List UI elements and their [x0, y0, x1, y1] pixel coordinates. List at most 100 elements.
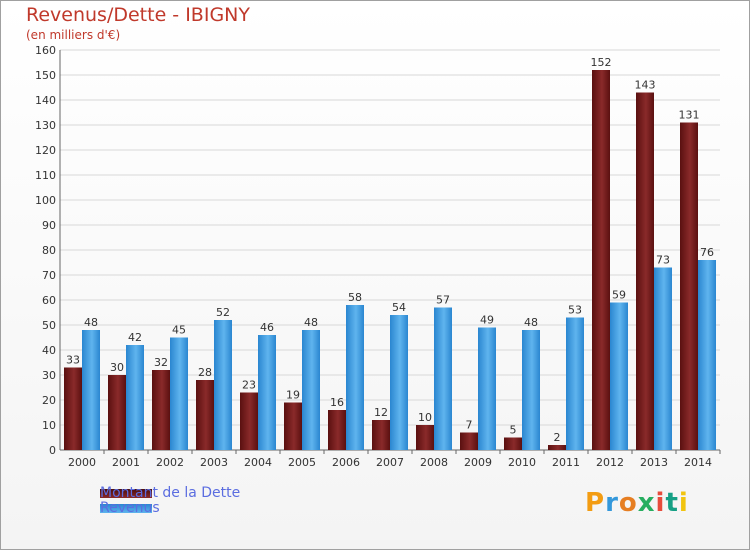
x-tick-label: 2007	[376, 456, 404, 469]
legend-label-revenus: Revenus	[100, 500, 160, 516]
data-label: 48	[84, 316, 98, 329]
x-tick-label: 2005	[288, 456, 316, 469]
bar-dette	[504, 437, 522, 450]
bar-revenus	[566, 317, 584, 450]
x-tick-label: 2010	[508, 456, 536, 469]
x-tick-label: 2008	[420, 456, 448, 469]
data-label: 19	[286, 389, 300, 402]
data-label: 49	[480, 314, 494, 327]
data-label: 28	[198, 366, 212, 379]
logo-letter: i	[655, 488, 666, 518]
x-tick-label: 2012	[596, 456, 624, 469]
bar-dette	[372, 420, 390, 450]
y-tick-label: 140	[35, 94, 56, 107]
bar-dette	[284, 402, 302, 450]
x-tick-label: 2003	[200, 456, 228, 469]
data-label: 48	[524, 316, 538, 329]
data-label: 12	[374, 406, 388, 419]
bar-revenus	[478, 327, 496, 450]
y-tick-label: 50	[42, 319, 56, 332]
chart-title: Revenus/Dette - IBIGNY	[26, 4, 250, 26]
data-label: 73	[656, 254, 670, 267]
bar-dette	[636, 92, 654, 450]
legend-label-dette: Montant de la Dette	[100, 485, 241, 501]
data-label: 53	[568, 304, 582, 317]
proxiti-logo: Proxiti	[585, 488, 689, 518]
data-label: 52	[216, 306, 230, 319]
data-label: 33	[66, 354, 80, 367]
y-tick-label: 30	[42, 369, 56, 382]
y-tick-label: 120	[35, 144, 56, 157]
axis-layer: 0 10 20 30 40 50 60 70 80 90 100 110 120 130 140 150 160…	[35, 44, 721, 469]
data-label: 23	[242, 379, 256, 392]
y-tick-label: 150	[35, 69, 56, 82]
logo-letter: P	[585, 488, 606, 518]
data-label: 10	[418, 411, 432, 424]
legend-swatch-revenus	[100, 504, 152, 513]
bar-revenus	[610, 302, 628, 450]
y-tick-label: 60	[42, 294, 56, 307]
bar-revenus	[698, 260, 716, 450]
data-label: 46	[260, 321, 274, 334]
y-tick-label: 80	[42, 244, 56, 257]
y-tick-label: 90	[42, 219, 56, 232]
x-tick-label: 2001	[112, 456, 140, 469]
bar-revenus	[82, 330, 100, 450]
x-tick-label: 2000	[68, 456, 96, 469]
data-label: 45	[172, 324, 186, 337]
x-tick-label: 2009	[464, 456, 492, 469]
data-label: 5	[510, 424, 517, 437]
data-label: 59	[612, 289, 626, 302]
data-label: 57	[436, 294, 450, 307]
y-tick-label: 20	[42, 394, 56, 407]
bar-dette	[460, 432, 478, 450]
chart-subtitle: (en milliers d'€)	[26, 28, 121, 42]
bar-dette	[64, 367, 82, 450]
logo-letter: t	[665, 488, 679, 518]
logo-letter: o	[618, 488, 638, 518]
bar-dette	[680, 122, 698, 450]
bar-revenus	[170, 337, 188, 450]
bar-dette	[108, 375, 126, 450]
bar-revenus	[346, 305, 364, 450]
data-label: 152	[591, 56, 612, 69]
y-tick-label: 10	[42, 419, 56, 432]
data-label: 2	[554, 431, 561, 444]
y-tick-label: 100	[35, 194, 56, 207]
data-label: 30	[110, 361, 124, 374]
logo-letter: r	[605, 488, 619, 518]
x-tick-label: 2014	[684, 456, 712, 469]
y-tick-label: 70	[42, 269, 56, 282]
y-tick-label: 160	[35, 44, 56, 57]
legend-swatch-dette	[100, 489, 152, 498]
x-tick-label: 2013	[640, 456, 668, 469]
bar-dette	[592, 70, 610, 450]
bar-revenus	[522, 330, 540, 450]
data-label: 32	[154, 356, 168, 369]
x-tick-label: 2004	[244, 456, 272, 469]
bar-layer	[64, 70, 716, 450]
x-tick-label: 2006	[332, 456, 360, 469]
bar-dette	[548, 445, 566, 450]
bar-revenus	[302, 330, 320, 450]
y-tick-label: 0	[49, 444, 56, 457]
data-label: 143	[635, 79, 656, 92]
label-layer: 3348304232452852234619481658125410577495…	[66, 56, 714, 444]
bar-dette	[152, 370, 170, 450]
data-label: 76	[700, 246, 714, 259]
data-label: 54	[392, 301, 406, 314]
data-label: 42	[128, 331, 142, 344]
bar-dette	[328, 410, 346, 450]
x-tick-label: 2002	[156, 456, 184, 469]
data-label: 16	[330, 396, 344, 409]
bar-revenus	[258, 335, 276, 450]
logo-letter: x	[637, 488, 656, 518]
bar-revenus	[214, 320, 232, 450]
logo-letter: i	[678, 488, 689, 518]
data-label: 48	[304, 316, 318, 329]
y-tick-label: 130	[35, 119, 56, 132]
x-tick-label: 2011	[552, 456, 580, 469]
data-label: 58	[348, 291, 362, 304]
y-tick-label: 110	[35, 169, 56, 182]
bar-revenus	[654, 267, 672, 450]
